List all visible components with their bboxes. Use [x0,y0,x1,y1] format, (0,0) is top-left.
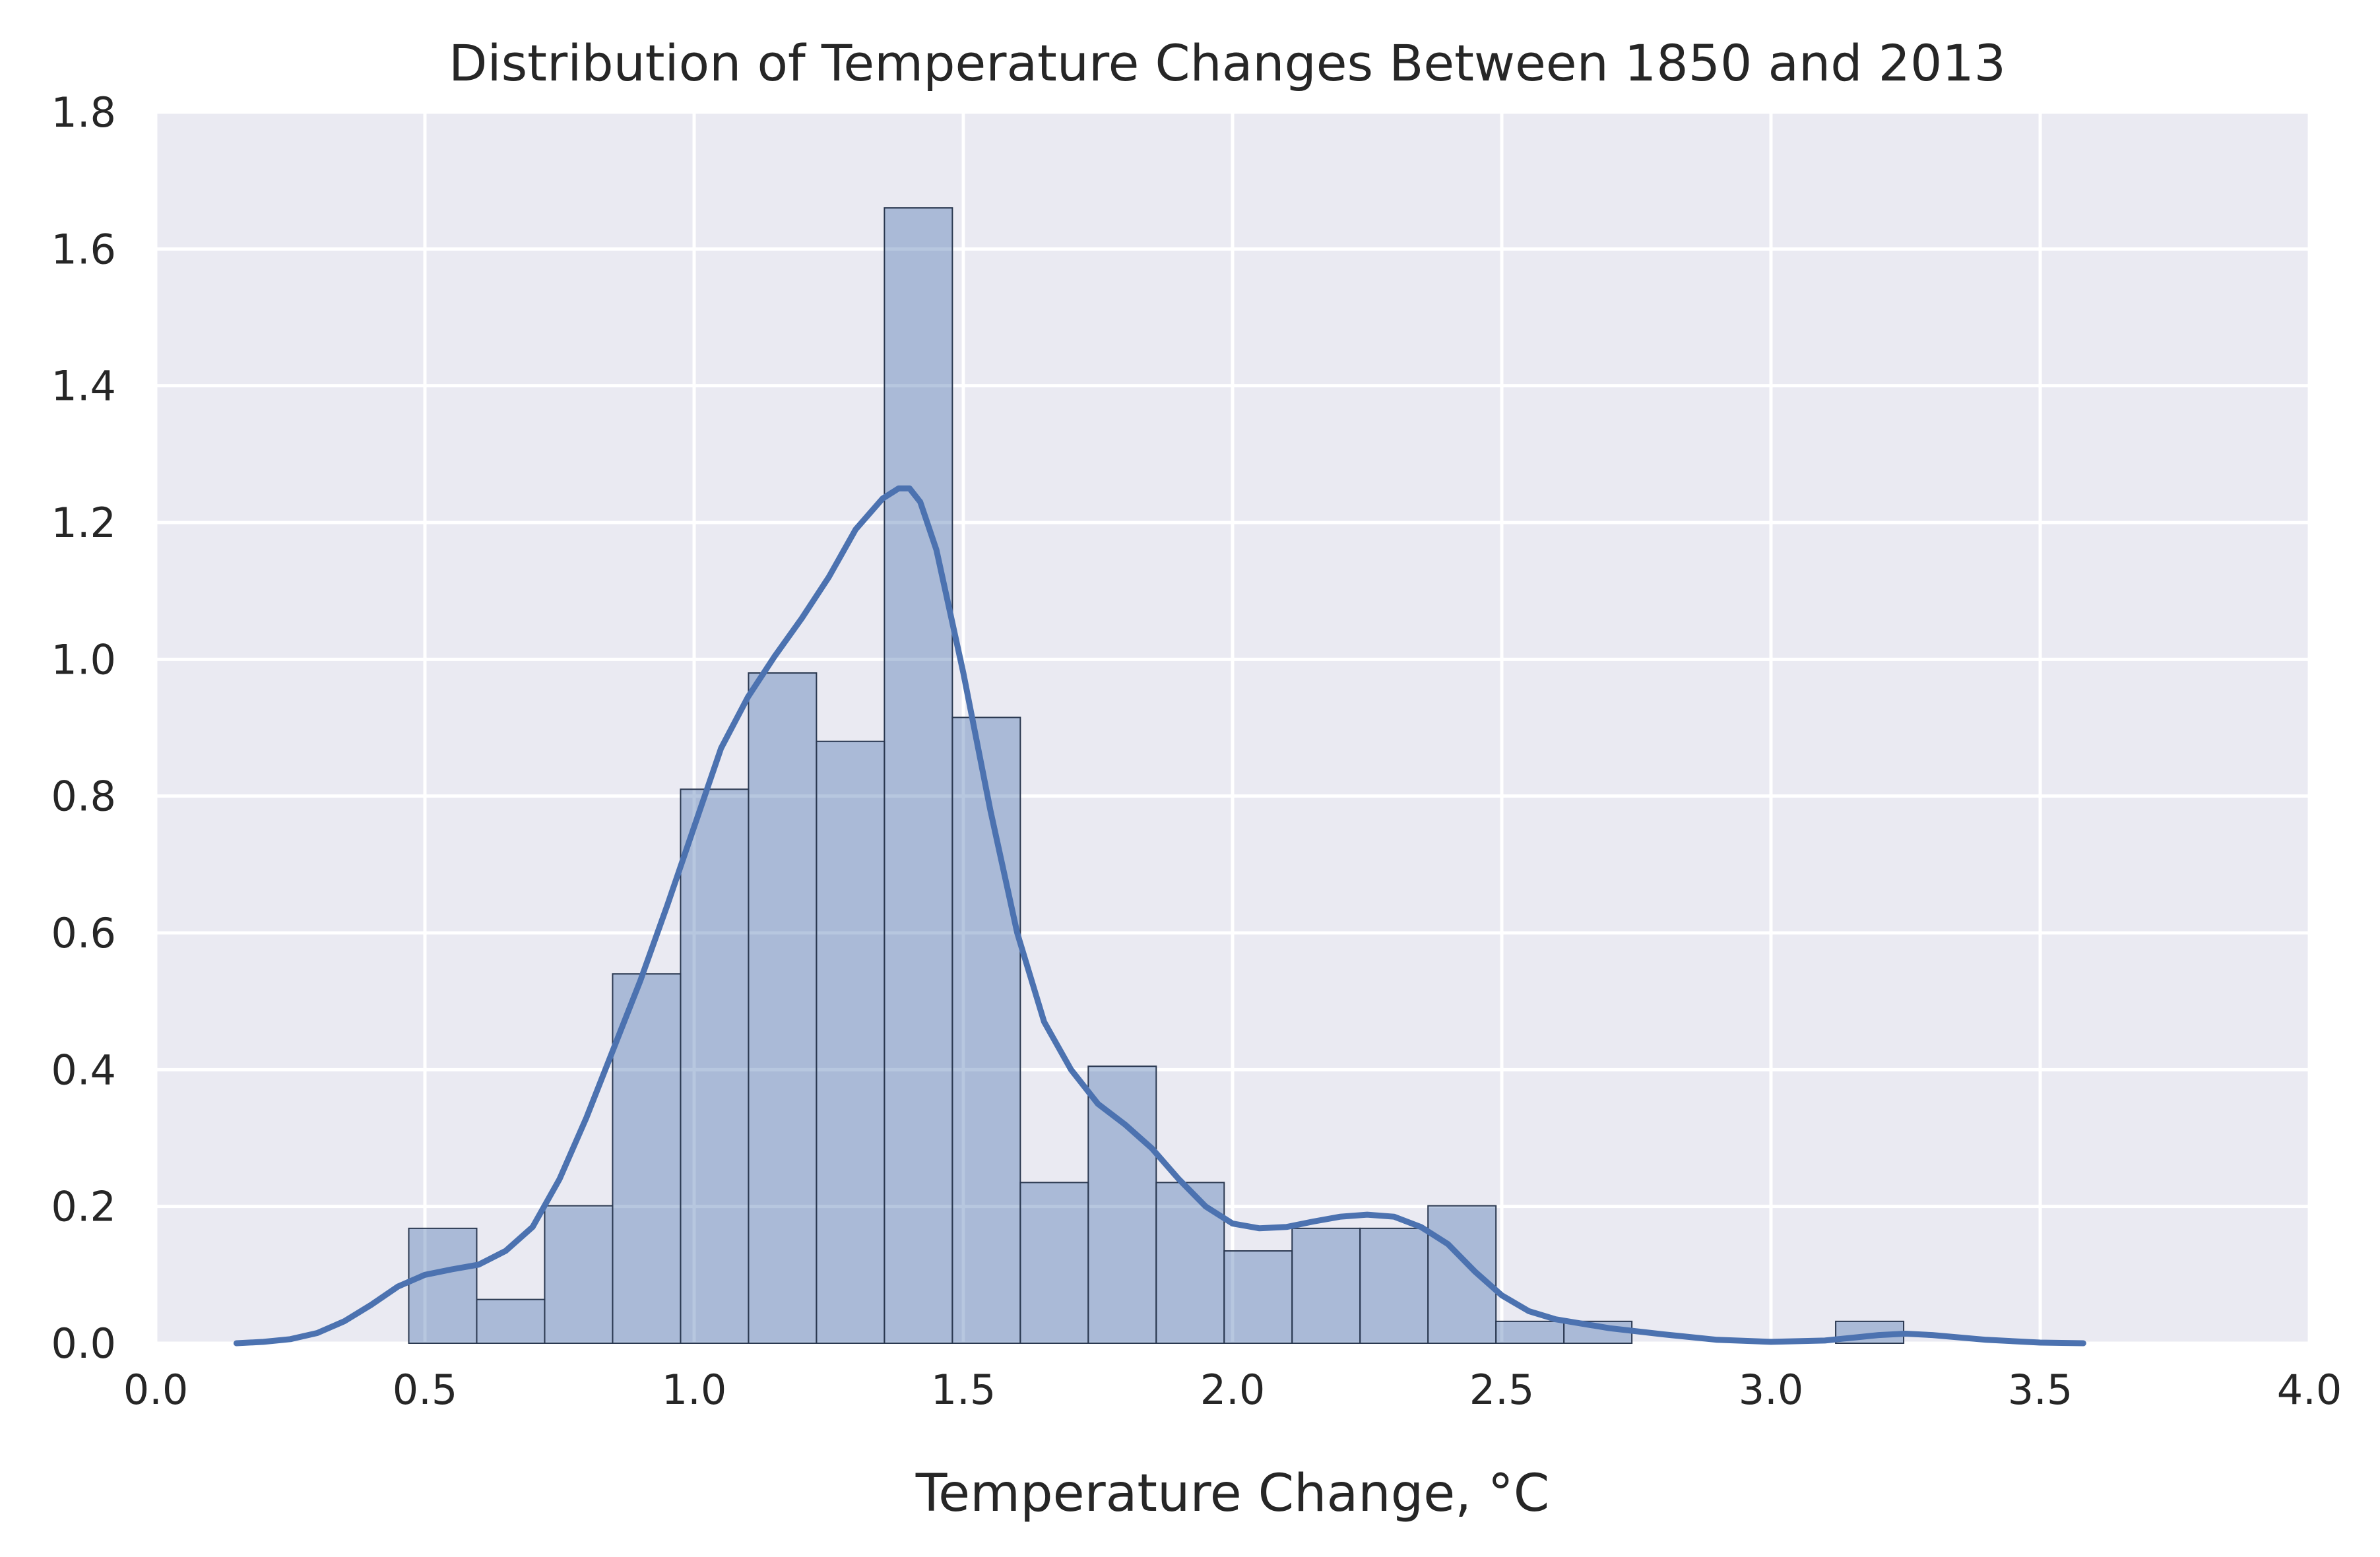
x-tick-label-2: 1.0 [662,1366,727,1414]
y-tick-label-4: 0.8 [51,773,116,821]
y-tick-label-1: 0.2 [51,1183,116,1231]
x-tick-label-6: 3.0 [1739,1366,1804,1414]
histogram-bar-8 [951,716,1021,1344]
x-tick-label-8: 4.0 [2277,1366,2342,1414]
histogram-bar-10 [1087,1065,1157,1345]
histogram-bar-1 [476,1298,546,1344]
x-tick-label-7: 3.5 [2008,1366,2073,1414]
histogram-bars [408,207,1905,1345]
histogram-bar-9 [1019,1182,1089,1344]
y-tick-label-8: 1.6 [51,225,116,273]
y-tick-label-2: 0.4 [51,1046,116,1094]
histogram-bar-7 [884,207,953,1345]
histogram-bar-16 [1495,1320,1565,1344]
x-tick-label-4: 2.0 [1200,1366,1266,1414]
histogram-bar-12 [1223,1250,1293,1345]
histogram-bar-13 [1291,1227,1361,1344]
chart-title: Distribution of Temperature Changes Betw… [449,34,2006,92]
y-tick-label-3: 0.6 [51,909,116,957]
kde-curve [233,485,2086,1347]
x-tick-label-3: 1.5 [931,1366,996,1414]
y-tick-label-7: 1.4 [51,362,116,410]
histogram-bar-5 [748,672,818,1344]
histogram-bar-3 [612,973,682,1344]
y-tick-labels: 0.0 0.2 0.4 0.6 0.8 1.0 1.2 1.4 1.6 1.8 [51,88,116,1368]
histogram-bar-11 [1155,1182,1225,1344]
histogram-bar-14 [1359,1227,1429,1344]
x-tick-label-0: 0.0 [123,1366,189,1414]
histogram-bar-4 [680,788,750,1345]
y-tick-label-6: 1.2 [51,499,116,547]
histogram-bar-2 [544,1205,614,1344]
y-tick-label-9: 1.8 [51,88,116,137]
histogram-bar-6 [816,740,885,1344]
x-tick-label-5: 2.5 [1469,1366,1535,1414]
x-axis-label: Temperature Change, °C [915,1464,1550,1523]
y-tick-label-5: 1.0 [51,635,116,683]
histogram-bar-15 [1427,1205,1497,1344]
y-tick-label-0: 0.0 [51,1319,116,1368]
x-tick-label-1: 0.5 [393,1366,458,1414]
x-tick-labels: 0.0 0.5 1.0 1.5 2.0 2.5 3.0 3.5 4.0 [123,1366,2342,1414]
histogram-bar-0 [408,1227,478,1344]
